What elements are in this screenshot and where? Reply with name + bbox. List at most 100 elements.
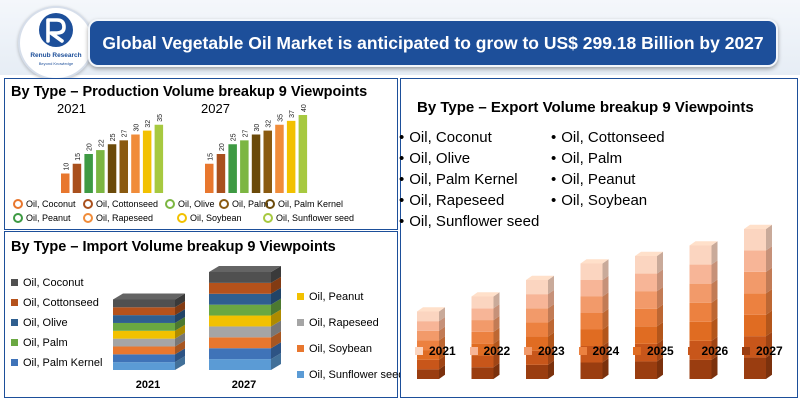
legend-swatch-icon [578, 347, 587, 355]
import-stack-side [271, 320, 281, 338]
export-bar-chart [417, 224, 772, 379]
legend-swatch-icon [297, 345, 304, 352]
production-bar-label: 37 [289, 110, 296, 118]
production-bar-label: 25 [231, 133, 238, 141]
logo-mark-icon [39, 13, 73, 47]
production-bar [251, 134, 261, 193]
export-bar-top [526, 275, 554, 280]
export-type-item: • Oil, Palm Kernel [399, 171, 518, 188]
legend-label: Oil, Palm [23, 337, 68, 349]
import-legend-item: Oil, Palm Kernel [11, 357, 102, 369]
export-bar-side [711, 336, 718, 360]
export-bar-side [493, 304, 500, 321]
import-legend-item: Oil, Olive [11, 317, 68, 329]
import-stack-top [113, 293, 185, 300]
export-bar-side [711, 298, 718, 322]
import-panel-title: By Type – Import Volume breakup 9 Viewpo… [11, 239, 336, 255]
bullet-icon: • [399, 129, 405, 146]
legend-marker-icon [13, 199, 23, 209]
export-bar-segment [526, 280, 548, 295]
export-bar-side [439, 365, 445, 379]
export-bar-side [548, 332, 554, 351]
import-stack-segment [209, 315, 271, 327]
export-bar-segment [580, 263, 603, 280]
legend-label: Oil, Sunflower seed [309, 369, 405, 381]
production-bar [228, 144, 237, 193]
import-stack-side [175, 293, 185, 308]
export-bar-segment [471, 343, 494, 356]
export-bar-side [766, 267, 772, 294]
export-bar-side [548, 275, 554, 295]
import-stack-side [175, 348, 185, 363]
production-bar [275, 124, 284, 193]
production-bar [61, 173, 70, 193]
export-bar-top [417, 307, 445, 312]
export-bar-side [711, 317, 718, 341]
production-bar-label: 27 [242, 129, 249, 137]
page-title: Global Vegetable Oil Market is anticipat… [102, 32, 764, 53]
export-bar-side [657, 286, 663, 309]
export-bar-side [548, 289, 554, 309]
export-bar-side [493, 363, 500, 379]
legend-label: 2021 [429, 344, 456, 358]
import-stack-side [271, 298, 281, 316]
legend-label: Oil, Sunflower seed [276, 213, 355, 223]
import-stack-side [175, 324, 185, 339]
export-bar-side [493, 292, 500, 309]
import-stack-side [271, 353, 281, 370]
import-year-label: 2021 [136, 379, 160, 391]
export-bar-segment [744, 250, 766, 272]
legend-marker-icon [263, 213, 273, 223]
export-bar-segment [744, 271, 766, 294]
bullet-icon: • [399, 192, 405, 209]
export-bar-side [548, 346, 554, 365]
export-bar-side [602, 341, 609, 363]
legend-swatch-icon [11, 319, 18, 326]
export-bar-segment [635, 308, 657, 327]
production-panel-title: By Type – Production Volume breakup 9 Vi… [11, 84, 368, 100]
legend-label: Oil, Coconut [23, 277, 84, 289]
export-legend-item: 2025 [633, 344, 674, 358]
export-bar-top [635, 251, 663, 256]
export-bar-segment [417, 359, 439, 370]
import-stack-segment [209, 304, 271, 316]
export-bar-side [766, 224, 772, 251]
import-legend-item: Oil, Sunflower seed [297, 369, 404, 381]
export-type-item: • Oil, Palm [551, 150, 622, 167]
legend-swatch-icon [11, 339, 18, 346]
import-stack-segment [209, 326, 271, 338]
export-type-label: Oil, Cottonseed [561, 129, 665, 146]
legend-swatch-icon [297, 293, 304, 300]
import-stack-segment [113, 322, 175, 331]
export-bar-segment [635, 273, 657, 292]
legend-swatch-icon [633, 347, 641, 355]
export-type-item: • Oil, Cottonseed [551, 129, 665, 146]
production-bar-label: 30 [254, 124, 261, 132]
production-bar [286, 120, 296, 193]
legend-swatch-icon [11, 359, 18, 366]
export-type-label: Oil, Olive [409, 150, 471, 167]
export-bar-side [602, 292, 609, 313]
bullet-icon: • [551, 171, 557, 188]
production-bar-label: 32 [145, 120, 152, 128]
export-bar-segment [417, 369, 439, 379]
export-bar-side [711, 241, 718, 265]
export-bar-side [657, 304, 663, 327]
import-stack-side [271, 266, 281, 283]
legend-label: Oil, Soybean [190, 213, 242, 223]
logo-name: Renub Research [30, 52, 82, 59]
legend-marker-icon [219, 199, 229, 209]
import-stack-segment [113, 338, 175, 347]
production-bar [72, 163, 82, 193]
import-stack-side [175, 309, 185, 323]
export-bar-segment [526, 294, 548, 309]
import-stack-segment [209, 348, 271, 360]
production-bar-label: 25 [110, 133, 117, 141]
production-bar [96, 150, 105, 193]
export-bar-segment [689, 302, 712, 322]
export-panel-title: By Type – Export Volume breakup 9 Viewpo… [417, 99, 754, 116]
legend-label: Oil, Palm [232, 199, 269, 209]
export-legend-item: 2023 [524, 344, 565, 358]
export-bar-segment [471, 367, 494, 379]
production-bar-label: 15 [75, 153, 82, 161]
